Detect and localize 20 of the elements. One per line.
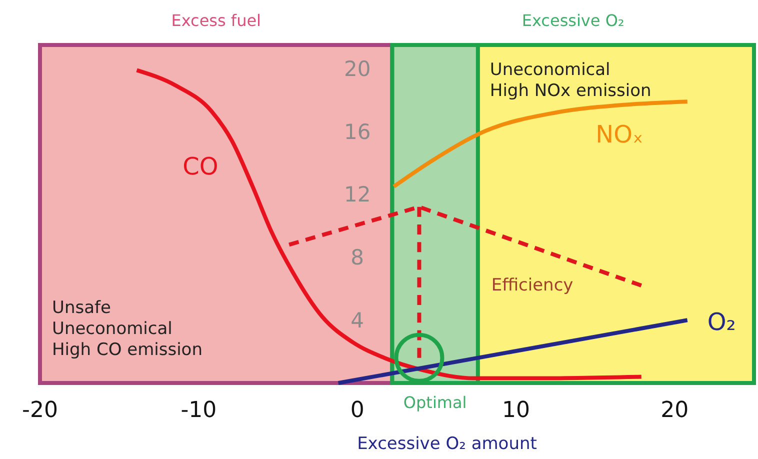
series-label: CO: [182, 152, 218, 180]
series-label: NOₓ: [596, 120, 644, 149]
x-tick-label: 0: [350, 398, 364, 423]
band-label: Excessive O₂: [522, 11, 624, 30]
y-tick-label: 20: [344, 56, 371, 81]
y-tick-label: 12: [344, 182, 371, 207]
x-tick-label: -20: [22, 398, 58, 423]
x-tick-label: -10: [180, 398, 217, 423]
x-axis-title: Excessive O₂ amount: [357, 434, 538, 454]
x-tick-label: 10: [502, 398, 530, 423]
annotation: Uneconomical High NOx emission: [490, 60, 652, 101]
y-tick-label: 16: [344, 120, 371, 144]
series-label: O₂: [707, 308, 736, 336]
x-tick-label: 20: [660, 398, 689, 423]
y-tick-label: 4: [350, 308, 364, 332]
series-label: Efficiency: [491, 276, 574, 296]
y-tick-label: 8: [350, 246, 364, 270]
band-label: Excess fuel: [171, 11, 262, 30]
annotation: Unsafe Uneconomical High CO emission: [52, 298, 202, 360]
band-label: Optimal: [403, 393, 467, 412]
